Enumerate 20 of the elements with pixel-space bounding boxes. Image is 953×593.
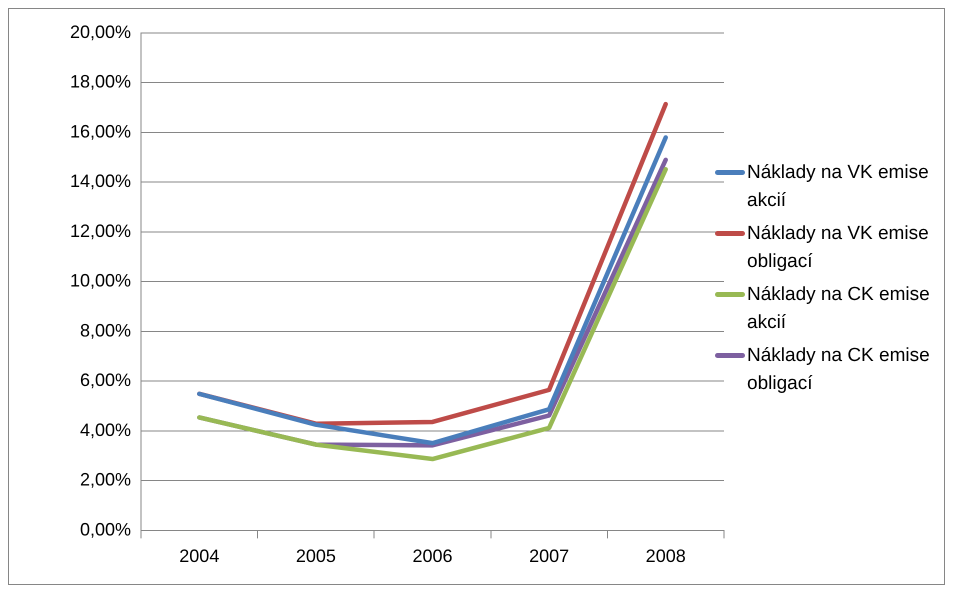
y-tick-label: 20,00% xyxy=(70,22,131,42)
x-tick-label: 2008 xyxy=(646,546,686,566)
y-tick-label: 0,00% xyxy=(80,519,131,540)
y-tick-label: 8,00% xyxy=(80,320,131,340)
y-tick-label: 10,00% xyxy=(70,270,131,291)
y-tick-label: 18,00% xyxy=(70,72,131,92)
x-tick-label: 2004 xyxy=(179,546,220,566)
legend-label: Náklady na VK emise akcií xyxy=(747,161,930,213)
x-tick-label: 2007 xyxy=(529,546,570,566)
y-tick-label: 2,00% xyxy=(80,470,131,490)
y-tick-label: 12,00% xyxy=(70,220,131,241)
y-tick-label: 6,00% xyxy=(80,370,131,390)
y-tick-label: 4,00% xyxy=(80,420,131,440)
y-tick-label: 16,00% xyxy=(70,121,131,142)
y-tick-label: 14,00% xyxy=(70,171,131,192)
x-tick-label: 2005 xyxy=(296,546,336,566)
x-tick-label: 2006 xyxy=(412,546,453,566)
legend-label: Náklady na CK emise obligací xyxy=(747,344,931,396)
legend-label: Náklady na VK emise obligací xyxy=(747,222,930,274)
legend-label: Náklady na CK emise akcií xyxy=(747,283,931,335)
